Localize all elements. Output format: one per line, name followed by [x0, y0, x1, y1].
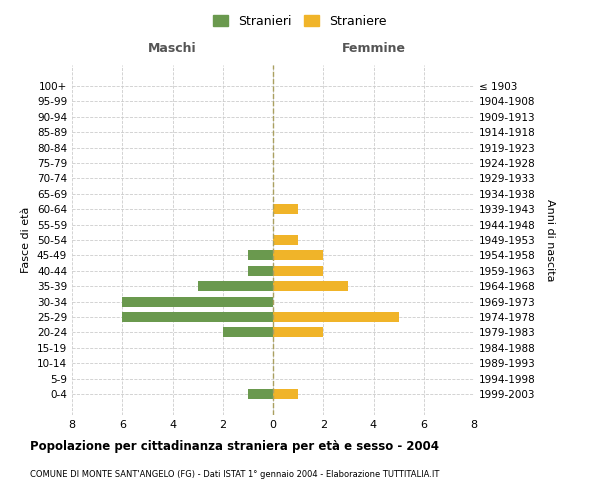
- Bar: [273, 312, 398, 322]
- Bar: [273, 204, 298, 214]
- Bar: [248, 389, 273, 399]
- Bar: [273, 328, 323, 338]
- Bar: [248, 266, 273, 276]
- Text: COMUNE DI MONTE SANT'ANGELO (FG) - Dati ISTAT 1° gennaio 2004 - Elaborazione TUT: COMUNE DI MONTE SANT'ANGELO (FG) - Dati …: [30, 470, 439, 479]
- Text: Femmine: Femmine: [341, 42, 406, 55]
- Bar: [273, 389, 298, 399]
- Y-axis label: Anni di nascita: Anni di nascita: [545, 198, 555, 281]
- Bar: [248, 250, 273, 260]
- Legend: Stranieri, Straniere: Stranieri, Straniere: [209, 11, 391, 32]
- Bar: [122, 312, 273, 322]
- Text: Maschi: Maschi: [148, 42, 197, 55]
- Text: Popolazione per cittadinanza straniera per età e sesso - 2004: Popolazione per cittadinanza straniera p…: [30, 440, 439, 453]
- Bar: [273, 250, 323, 260]
- Bar: [273, 235, 298, 245]
- Y-axis label: Fasce di età: Fasce di età: [22, 207, 31, 273]
- Bar: [273, 281, 349, 291]
- Bar: [223, 328, 273, 338]
- Bar: [273, 266, 323, 276]
- Bar: [122, 296, 273, 306]
- Bar: [197, 281, 273, 291]
